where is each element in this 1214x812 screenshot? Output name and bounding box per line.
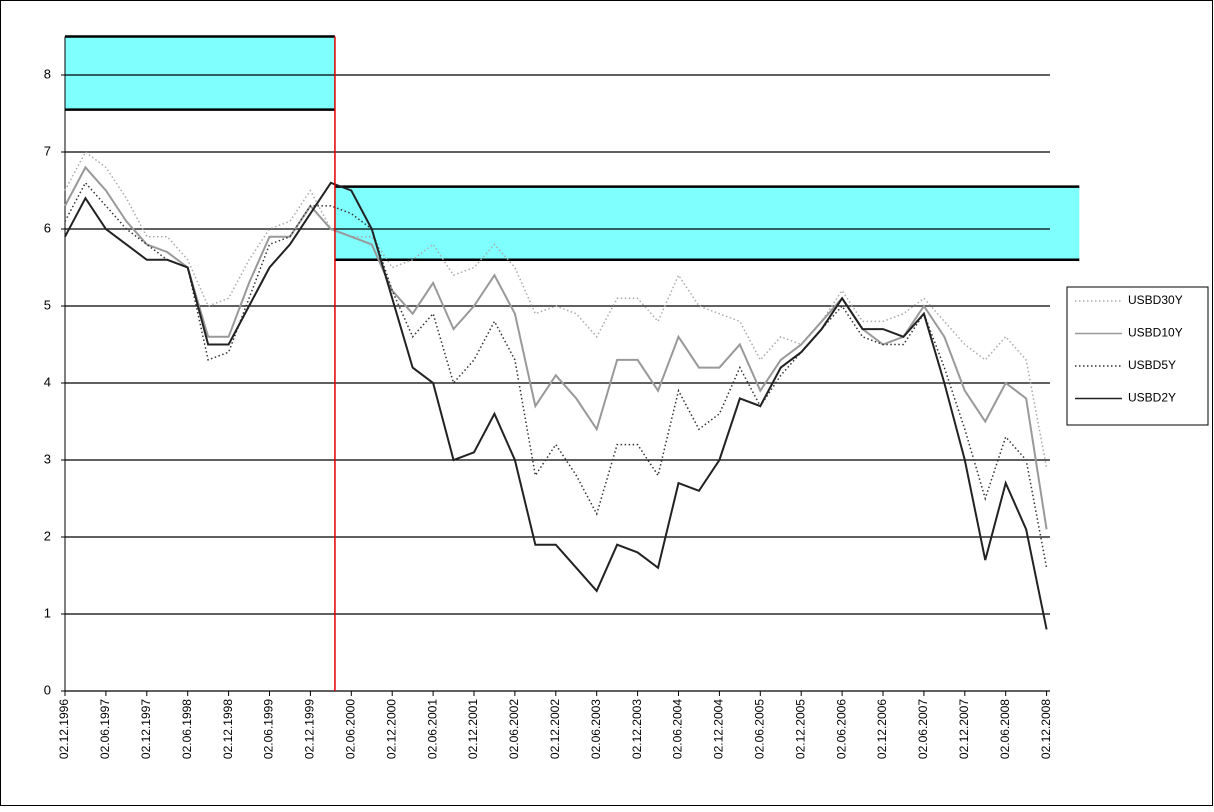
- x-tick-label: 02.12.2007: [957, 699, 971, 759]
- x-tick-label: 02.12.2005: [793, 699, 807, 759]
- x-tick-label: 02.12.1999: [303, 699, 317, 759]
- x-tick-label: 02.06.2006: [834, 699, 848, 759]
- x-tick-label: 02.12.2006: [875, 699, 889, 759]
- y-tick-label: 3: [44, 451, 51, 466]
- x-tick-label: 02.06.2007: [916, 699, 930, 759]
- x-tick-label: 02.06.2003: [589, 699, 603, 759]
- highlight-band: [334, 186, 1080, 260]
- x-tick-label: 02.06.2001: [425, 699, 439, 759]
- x-tick-label: 02.12.2001: [466, 699, 480, 759]
- y-tick-label: 8: [44, 66, 51, 81]
- y-tick-label: 5: [44, 297, 51, 312]
- x-tick-label: 02.12.1996: [57, 699, 71, 759]
- x-tick-label: 02.12.2008: [1039, 699, 1053, 759]
- series-line: [64, 181, 1048, 630]
- legend-box: [1066, 286, 1209, 426]
- series-line: [64, 181, 1048, 568]
- y-tick-label: 6: [44, 220, 51, 235]
- y-tick-label: 1: [44, 605, 51, 620]
- x-tick-label: 02.06.2004: [671, 699, 685, 759]
- x-tick-label: 02.06.2005: [752, 699, 766, 759]
- y-tick-label: 2: [44, 528, 51, 543]
- legend-label: USBD10Y: [1128, 326, 1183, 340]
- x-tick-label: 02.06.1999: [262, 699, 276, 759]
- y-tick-label: 0: [44, 682, 51, 697]
- x-tick-label: 02.12.1997: [139, 699, 153, 759]
- x-tick-label: 02.06.2008: [998, 699, 1012, 759]
- x-tick-label: 02.12.1998: [221, 699, 235, 759]
- x-tick-label: 02.06.1997: [98, 699, 112, 759]
- x-tick-label: 02.12.2000: [384, 699, 398, 759]
- legend-label: USBD2Y: [1128, 391, 1176, 405]
- highlight-band: [65, 36, 335, 110]
- series-line: [64, 150, 1048, 468]
- legend-label: USBD5Y: [1128, 358, 1176, 372]
- x-tick-label: 02.12.2004: [712, 699, 726, 759]
- x-tick-label: 02.06.2000: [343, 699, 357, 759]
- x-tick-label: 02.12.2003: [630, 699, 644, 759]
- x-tick-label: 02.12.2002: [548, 699, 562, 759]
- x-tick-label: 02.06.2002: [507, 699, 521, 759]
- y-tick-label: 4: [44, 374, 51, 389]
- x-tick-label: 02.06.1998: [180, 699, 194, 759]
- legend-label: USBD30Y: [1128, 293, 1183, 307]
- y-tick-label: 7: [44, 143, 51, 158]
